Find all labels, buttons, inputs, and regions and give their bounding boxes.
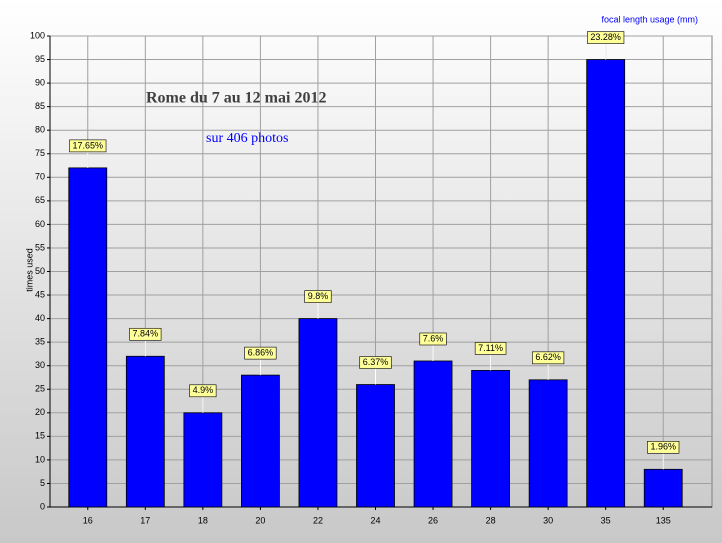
bar-label-box xyxy=(587,31,625,44)
plot-area: 0 5 10 15 20 25 30 35 40 45 50 55 60 65 70 75 80 85 90 95 10… xyxy=(30,30,713,525)
bar xyxy=(183,412,223,508)
bar-label-box xyxy=(304,290,332,303)
bar-label-box xyxy=(419,332,447,346)
x-tick-label: 17 xyxy=(140,515,150,525)
bar-label: 7.11% xyxy=(478,343,503,353)
bar-label: 4.9% xyxy=(193,385,214,395)
x-tick-label: 30 xyxy=(543,515,553,525)
x-tick-label: 20 xyxy=(255,515,265,525)
bar-label-box xyxy=(647,441,680,454)
y-tick-label: 5 xyxy=(40,478,45,488)
x-tick-label: 35 xyxy=(601,515,611,525)
bar-label-box xyxy=(129,327,162,341)
y-axis-label: times used xyxy=(24,248,34,292)
y-tick-label: 55 xyxy=(35,242,45,252)
y-tick-label: 20 xyxy=(35,407,45,417)
y-tick-label: 45 xyxy=(35,289,45,299)
y-tick-label: 70 xyxy=(35,172,45,182)
x-tick-label: 18 xyxy=(198,515,208,525)
bar-label-box xyxy=(244,346,277,360)
chart-subtitle: sur 406 photos xyxy=(206,131,288,146)
y-tick-label: 35 xyxy=(35,337,45,347)
x-tick-label: 28 xyxy=(486,515,496,525)
x-tick-label: 24 xyxy=(370,515,380,525)
y-tick-label: 15 xyxy=(35,431,45,441)
y-tick-label: 0 xyxy=(40,501,45,511)
bar-label-box xyxy=(532,351,565,365)
x-tick-label: 22 xyxy=(313,515,323,525)
x-tick-label: 16 xyxy=(83,515,93,525)
y-tick-label: 60 xyxy=(35,219,45,229)
bar xyxy=(643,468,683,508)
y-tick-label: 40 xyxy=(35,313,45,323)
y-tick-label: 100 xyxy=(30,30,45,40)
bar xyxy=(356,384,395,508)
bar-label: 6.62% xyxy=(535,352,561,362)
bar xyxy=(528,379,568,508)
bar xyxy=(298,318,338,508)
y-tick-label: 65 xyxy=(35,195,45,205)
bar-label: 23.28% xyxy=(590,32,621,42)
x-axis-label: focal length usage (mm) xyxy=(601,14,698,24)
bar xyxy=(125,355,165,508)
y-tick-label: 30 xyxy=(35,360,45,370)
bar xyxy=(413,360,453,508)
bar xyxy=(241,374,280,508)
bar xyxy=(586,59,626,508)
y-tick-label: 80 xyxy=(35,125,45,135)
bar-label-box xyxy=(69,139,107,153)
chart-title: Rome du 7 au 12 mai 2012 xyxy=(146,90,326,107)
bar-label: 9.8% xyxy=(308,291,329,301)
bar-label: 7.6% xyxy=(423,333,444,343)
y-tick-label: 90 xyxy=(35,77,45,87)
bar-label: 1.96% xyxy=(650,442,676,452)
bar-label: 7.84% xyxy=(133,329,159,339)
y-tick-label: 50 xyxy=(35,266,45,276)
x-tick-label: 135 xyxy=(656,515,671,525)
bar-label-box xyxy=(189,384,217,398)
y-tick-label: 85 xyxy=(35,101,45,111)
bar-label: 6.86% xyxy=(248,347,274,357)
x-tick-label: 26 xyxy=(428,515,438,525)
bar-label-box xyxy=(474,342,507,355)
bar-label: 6.37% xyxy=(363,357,389,367)
y-tick-label: 10 xyxy=(35,454,45,464)
y-tick-label: 75 xyxy=(35,148,45,158)
y-tick-label: 25 xyxy=(35,384,45,394)
bar xyxy=(68,167,108,508)
bar-label-box xyxy=(359,356,392,369)
bar-label: 17.65% xyxy=(73,140,104,150)
bar xyxy=(471,370,510,508)
y-tick-label: 95 xyxy=(35,54,45,64)
